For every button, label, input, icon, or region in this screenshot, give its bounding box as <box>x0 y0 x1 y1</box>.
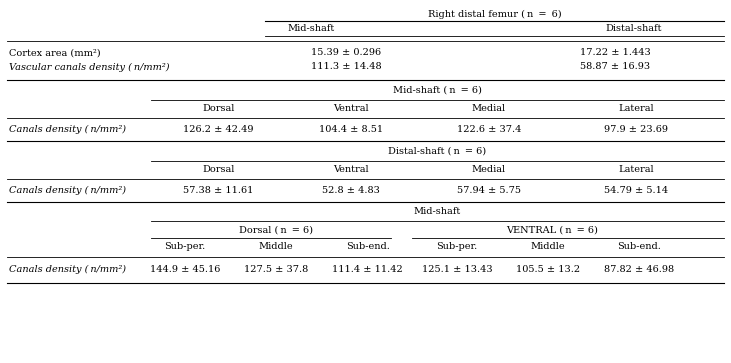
Text: Sub-per.: Sub-per. <box>436 242 478 252</box>
Text: Canals density ( n/mm²): Canals density ( n/mm²) <box>9 265 126 274</box>
Text: VENTRAL ( n  = 6): VENTRAL ( n = 6) <box>506 225 598 234</box>
Text: 127.5 ± 37.8: 127.5 ± 37.8 <box>244 265 308 274</box>
Text: Ventral: Ventral <box>333 164 369 174</box>
Text: Dorsal: Dorsal <box>202 164 235 174</box>
Text: 122.6 ± 37.4: 122.6 ± 37.4 <box>457 125 521 134</box>
Text: Sub-end.: Sub-end. <box>617 242 661 252</box>
Text: 57.94 ± 5.75: 57.94 ± 5.75 <box>457 185 520 195</box>
Text: 105.5 ± 13.2: 105.5 ± 13.2 <box>516 265 580 274</box>
Text: 17.22 ± 1.443: 17.22 ± 1.443 <box>580 48 651 57</box>
Text: Distal-shaft ( n  = 6): Distal-shaft ( n = 6) <box>388 146 486 155</box>
Text: 87.82 ± 46.98: 87.82 ± 46.98 <box>604 265 674 274</box>
Text: Canals density ( n/mm²): Canals density ( n/mm²) <box>9 185 126 195</box>
Text: 104.4 ± 8.51: 104.4 ± 8.51 <box>319 125 383 134</box>
Text: Mid-shaft: Mid-shaft <box>414 207 461 216</box>
Text: 15.39 ± 0.296: 15.39 ± 0.296 <box>311 48 381 57</box>
Text: Dorsal: Dorsal <box>202 104 235 113</box>
Text: Sub-end.: Sub-end. <box>346 242 390 252</box>
Text: 125.1 ± 13.43: 125.1 ± 13.43 <box>422 265 493 274</box>
Text: 52.8 ± 4.83: 52.8 ± 4.83 <box>322 185 380 195</box>
Text: 111.4 ± 11.42: 111.4 ± 11.42 <box>333 265 403 274</box>
Text: Distal-shaft: Distal-shaft <box>606 24 662 33</box>
Text: 58.87 ± 16.93: 58.87 ± 16.93 <box>580 62 651 72</box>
Text: Canals density ( n/mm²): Canals density ( n/mm²) <box>9 125 126 134</box>
Text: Vascular canals density ( n/mm²): Vascular canals density ( n/mm²) <box>9 62 170 72</box>
Text: Middle: Middle <box>531 242 566 252</box>
Text: Middle: Middle <box>259 242 293 252</box>
Text: Medial: Medial <box>471 104 506 113</box>
Text: Medial: Medial <box>471 164 506 174</box>
Text: 144.9 ± 45.16: 144.9 ± 45.16 <box>150 265 220 274</box>
Text: Sub-per.: Sub-per. <box>164 242 205 252</box>
Text: 57.38 ± 11.61: 57.38 ± 11.61 <box>183 185 254 195</box>
Text: Ventral: Ventral <box>333 104 369 113</box>
Text: 54.79 ± 5.14: 54.79 ± 5.14 <box>605 185 668 195</box>
Text: 97.9 ± 23.69: 97.9 ± 23.69 <box>605 125 668 134</box>
Text: Lateral: Lateral <box>618 104 654 113</box>
Text: Right distal femur ( n  =  6): Right distal femur ( n = 6) <box>428 10 561 19</box>
Text: Dorsal ( n  = 6): Dorsal ( n = 6) <box>239 225 313 234</box>
Text: Mid-shaft ( n  = 6): Mid-shaft ( n = 6) <box>393 85 482 94</box>
Text: Cortex area (mm²): Cortex area (mm²) <box>9 48 100 57</box>
Text: Lateral: Lateral <box>618 164 654 174</box>
Text: Mid-shaft: Mid-shaft <box>287 24 335 33</box>
Text: 126.2 ± 42.49: 126.2 ± 42.49 <box>183 125 254 134</box>
Text: 111.3 ± 14.48: 111.3 ± 14.48 <box>311 62 382 72</box>
